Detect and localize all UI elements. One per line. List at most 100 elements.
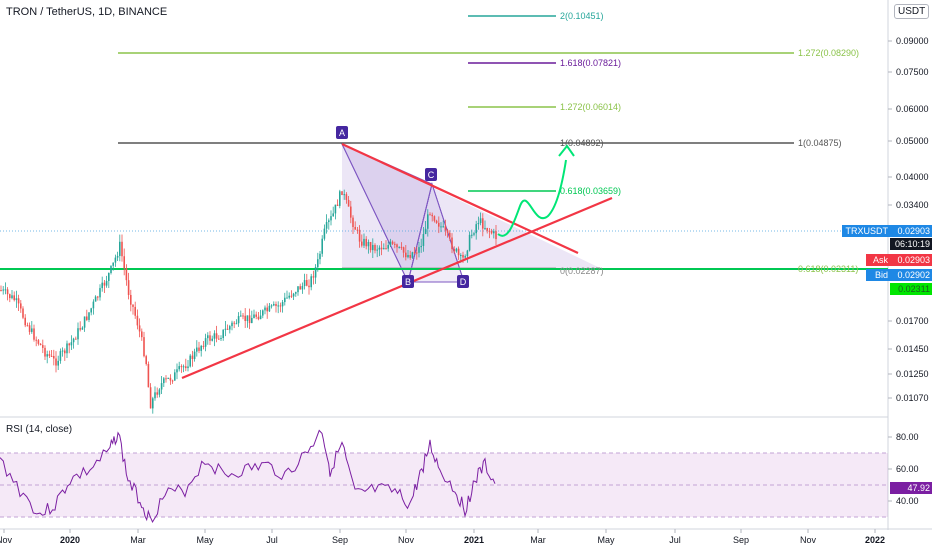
candle-body [196, 347, 198, 352]
candle-body [15, 298, 18, 301]
candle-body [424, 228, 427, 235]
candle-body [264, 307, 266, 311]
candle-body [9, 294, 11, 299]
candle-body [152, 398, 154, 409]
candle-body [411, 252, 414, 258]
candle-body [314, 267, 317, 278]
candle-body [130, 294, 132, 305]
candle-body [105, 280, 108, 286]
time-tick-label: 2021 [464, 535, 484, 545]
price-tick-label: 0.07500 [896, 67, 929, 77]
candle-body [286, 297, 288, 299]
time-tick-label: Nov [398, 535, 415, 545]
point-label-d: D [460, 277, 467, 287]
candle-body [488, 230, 491, 232]
candle-body [380, 247, 383, 250]
candle-body [385, 248, 387, 250]
candle-body [145, 356, 147, 365]
time-tick-label: May [196, 535, 214, 545]
candle-body [444, 226, 447, 231]
ask-label-badge: Ask [873, 255, 889, 265]
candle-body [209, 335, 211, 341]
candle-body [125, 268, 128, 281]
fib-label-0618b: 0.618(0.02311) [798, 264, 858, 274]
candle-body [297, 286, 299, 293]
candle-body [213, 333, 216, 339]
rsi-line [0, 429, 496, 523]
candle-body [268, 305, 271, 312]
candle-body [39, 343, 42, 346]
candle-body [475, 224, 477, 234]
price-tick-label: 0.01700 [896, 316, 929, 326]
candle-body [119, 241, 121, 256]
candle-body [189, 355, 191, 367]
candle-body [343, 194, 345, 196]
candle-body [429, 214, 431, 216]
point-label-c: C [428, 170, 435, 180]
candle-body [77, 328, 79, 340]
candle-body [440, 226, 442, 228]
candle-body [493, 231, 495, 234]
candle-body [220, 338, 222, 340]
candle-body [477, 222, 480, 225]
time-tick-label: 2020 [60, 535, 80, 545]
candle-body [167, 377, 169, 379]
price-tick-label: 0.06000 [896, 104, 929, 114]
fib-label-1a: 1(0.04892) [560, 138, 604, 148]
candle-body [143, 337, 145, 357]
candle-body [132, 304, 134, 307]
rsi-value-badge-bg [890, 482, 932, 494]
candle-body [418, 247, 420, 253]
candle-body [446, 230, 449, 233]
bid-price-badge: 0.02902 [897, 270, 930, 280]
candle-body [75, 338, 77, 340]
candle-body [211, 338, 213, 341]
rsi-title: RSI (14, close) [6, 424, 73, 435]
candle-body [323, 228, 326, 239]
candle-body [180, 366, 183, 368]
candle-body [407, 255, 409, 258]
candle-body [275, 304, 277, 306]
candle-body [438, 222, 440, 227]
candle-body [147, 364, 150, 388]
candle-body [149, 387, 152, 409]
candle-body [303, 280, 306, 287]
candle-body [453, 249, 455, 252]
candle-body [138, 325, 141, 332]
candle-body [451, 237, 453, 250]
candle-body [108, 272, 110, 281]
candle-body [136, 315, 139, 326]
bid-label-badge-bg [866, 269, 890, 281]
symbol-badge-bg [842, 225, 890, 237]
candle-body [251, 317, 253, 324]
candle-body [158, 389, 161, 395]
candle-body [442, 226, 444, 228]
point-label-a: A [339, 128, 345, 138]
candle-body [24, 317, 26, 326]
time-tick-label: Sep [733, 535, 749, 545]
point-marker-d [457, 275, 469, 288]
candle-body [110, 265, 112, 273]
ask-price-badge: 0.02903 [897, 255, 930, 265]
candle-body [165, 378, 167, 380]
candle-body [431, 214, 433, 217]
currency-button[interactable]: USDT [894, 4, 930, 19]
candle-body [435, 220, 438, 223]
candle-body [46, 354, 48, 357]
candle-body [0, 290, 2, 291]
candle-body [11, 295, 13, 299]
candle-body [387, 245, 389, 249]
fib-label-1272a: 1.272(0.08290) [798, 48, 859, 58]
candle-body [363, 238, 365, 246]
rsi-tick-label: 40.00 [896, 496, 919, 506]
candle-body [345, 194, 348, 200]
candle-body [174, 372, 176, 381]
candle-body [33, 328, 35, 340]
candle-body [72, 338, 75, 343]
candle-body [99, 288, 101, 298]
symbol-badge: TRXUSDT [846, 226, 889, 236]
candle-body [462, 254, 464, 258]
candle-body [90, 308, 92, 313]
